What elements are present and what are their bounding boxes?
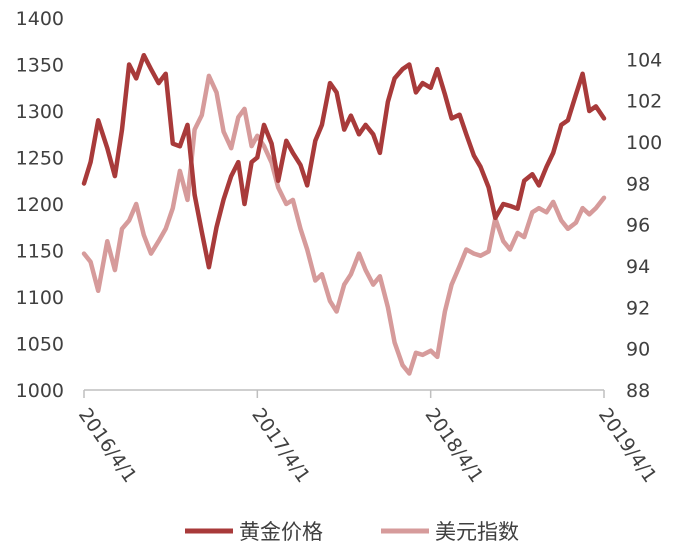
left-tick-label-1: 1050	[16, 334, 64, 356]
legend-label-1: 美元指数	[435, 520, 519, 544]
x-tick-label-2: 2018/4/1	[421, 404, 488, 487]
left-y-axis: 1000 1050 1100 1150 1200 1250 1300 1350 1400	[16, 8, 64, 402]
right-tick-label-1: 90	[626, 339, 650, 361]
x-axis: 2016/4/1 2017/4/1 2018/4/1 2019/4/1	[74, 389, 661, 487]
right-tick-label-3: 94	[626, 256, 650, 278]
x-tick-label-3: 2019/4/1	[594, 404, 661, 487]
right-tick-label-7: 102	[626, 91, 662, 113]
left-tick-label-6: 1300	[16, 101, 64, 123]
left-tick-label-5: 1250	[16, 148, 64, 170]
legend-label-0: 黄金价格	[239, 520, 323, 544]
series-line-0	[81, 52, 607, 270]
left-tick-label-3: 1150	[16, 241, 64, 263]
right-tick-label-2: 92	[626, 297, 650, 319]
right-y-axis: 88 90 92 94 96 98 100 102 104	[626, 49, 662, 402]
series-layer	[81, 52, 607, 376]
left-tick-label-8: 1400	[16, 8, 64, 30]
series-line-1	[81, 73, 607, 376]
left-tick-label-4: 1200	[16, 194, 64, 216]
right-tick-label-8: 104	[626, 49, 662, 71]
right-tick-label-6: 100	[626, 132, 662, 154]
left-tick-label-2: 1100	[16, 287, 64, 309]
left-tick-label-7: 1350	[16, 55, 64, 77]
right-tick-label-5: 98	[626, 173, 650, 195]
right-tick-label-4: 96	[626, 215, 650, 237]
right-tick-label-0: 88	[626, 380, 650, 402]
left-tick-label-0: 1000	[16, 380, 64, 402]
x-tick-label-1: 2017/4/1	[247, 404, 314, 487]
legend: 黄金价格 美元指数	[185, 520, 519, 544]
x-tick-label-0: 2016/4/1	[74, 404, 141, 487]
